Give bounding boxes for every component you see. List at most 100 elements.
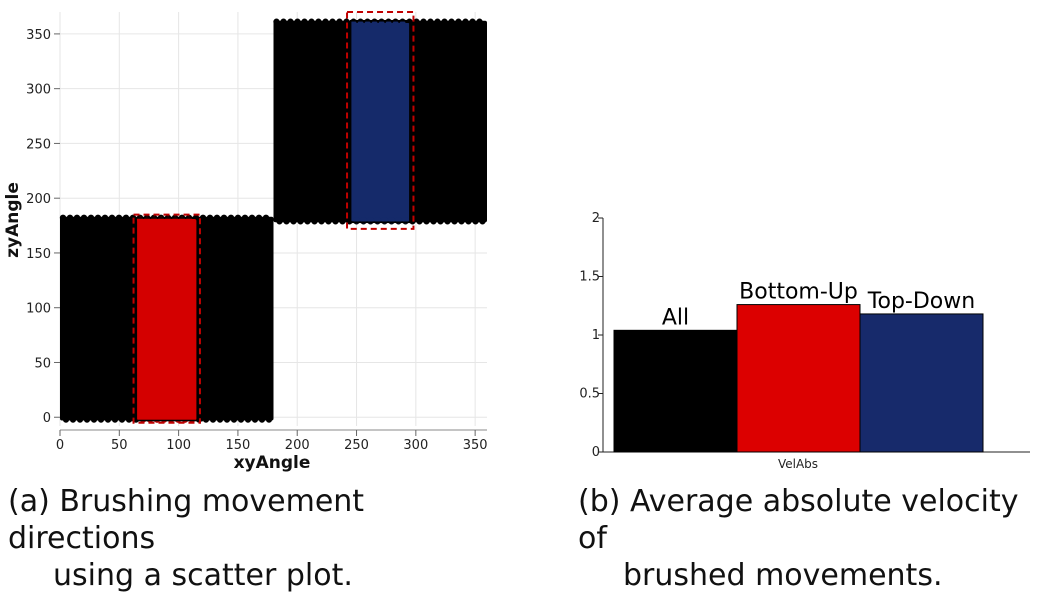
bar-label-top-down: Top-Down xyxy=(867,289,975,314)
bar-chart: 0 0.5 1 1.5 2 All Bottom-Up Top-Down VelAbs xyxy=(579,211,1030,471)
scatter-point xyxy=(90,416,98,423)
scatter-point xyxy=(311,218,318,225)
scatter-point xyxy=(111,416,119,423)
scatter-point xyxy=(301,18,308,25)
bar-top-down xyxy=(859,313,984,453)
scatter-region-4 xyxy=(350,20,410,224)
brush-box-3 xyxy=(349,19,411,224)
scatter-point xyxy=(465,218,472,225)
scatter-point xyxy=(416,218,423,225)
scatter-x-tick-label: 150 xyxy=(226,438,251,453)
scatter-x-axis-label: xyAngle xyxy=(234,453,311,473)
brush-box-2 xyxy=(132,213,201,424)
scatter-point xyxy=(244,416,252,423)
bar-bottom-up xyxy=(736,304,861,453)
scatter-point xyxy=(69,416,77,423)
scatter-point xyxy=(325,218,332,225)
scatter-point xyxy=(213,214,221,222)
caption-a-line2: using a scatter plot. xyxy=(53,558,353,593)
scatter-y-tick-label: 200 xyxy=(26,192,51,207)
scatter-x-tick-label: 350 xyxy=(463,438,488,453)
scatter-point xyxy=(469,18,476,25)
scatter-point xyxy=(73,214,81,222)
scatter-point xyxy=(66,214,74,222)
scatter-point xyxy=(62,416,70,423)
scatter-point xyxy=(430,218,437,225)
scatter-point xyxy=(413,18,420,25)
scatter-point xyxy=(329,18,336,25)
scatter-point xyxy=(437,218,444,225)
scatter-point xyxy=(399,20,406,28)
scatter-axes: 0 50 100 150 200 250 300 350 0 50 100 150 200 250 300 3… xyxy=(26,28,487,453)
scatter-point xyxy=(230,416,238,423)
scatter-point xyxy=(216,416,224,423)
scatter-point xyxy=(262,214,270,222)
scatter-point xyxy=(209,416,217,423)
scatter-point xyxy=(234,214,242,222)
scatter-point xyxy=(108,214,116,222)
scatter-point xyxy=(479,218,486,225)
scatter-point xyxy=(241,214,249,222)
caption-a-line1: (a) Brushing movement directions xyxy=(8,484,365,556)
scatter-point xyxy=(448,18,455,25)
scatter-point xyxy=(83,416,91,423)
caption-b-line1: (b) Average absolute velocity of xyxy=(578,484,1019,556)
bar-y-tick-label: 1.5 xyxy=(579,270,600,285)
scatter-point xyxy=(59,214,67,222)
scatter-point xyxy=(202,416,210,423)
scatter-point xyxy=(427,18,434,25)
scatter-point xyxy=(444,218,451,225)
bar-label-all: All xyxy=(662,305,689,330)
scatter-region-4-body xyxy=(350,22,410,222)
scatter-point xyxy=(462,18,469,25)
scatter-point xyxy=(237,416,245,423)
scatter-point xyxy=(290,218,297,225)
scatter-point xyxy=(434,18,441,25)
scatter-point xyxy=(476,18,483,25)
scatter-marks xyxy=(59,11,487,424)
scatter-point xyxy=(308,18,315,25)
scatter-point xyxy=(87,214,95,222)
scatter-point xyxy=(115,214,123,222)
scatter-y-tick-label: 350 xyxy=(26,28,51,43)
scatter-point xyxy=(385,20,392,28)
scatter-point xyxy=(304,218,311,225)
scatter-point xyxy=(265,416,273,423)
scatter-point xyxy=(206,214,214,222)
scatter-point xyxy=(251,416,259,423)
scatter-region-3 xyxy=(136,216,197,423)
scatter-point xyxy=(297,218,304,225)
scatter-point xyxy=(318,218,325,225)
scatter-x-tick-label: 200 xyxy=(285,438,310,453)
scatter-point xyxy=(273,18,280,25)
scatter-point xyxy=(248,214,256,222)
bar-y-tick-label: 2 xyxy=(592,211,600,226)
scatter-x-tick-label: 50 xyxy=(111,438,128,453)
caption-b-line2: brushed movements. xyxy=(623,558,943,593)
scatter-point xyxy=(322,18,329,25)
scatter-point xyxy=(423,218,430,225)
scatter-point xyxy=(227,214,235,222)
scatter-y-tick-label: 250 xyxy=(26,137,51,152)
bar-y-tick-label: 0 xyxy=(592,445,600,460)
brush-box-4 xyxy=(346,11,415,230)
scatter-point xyxy=(451,218,458,225)
scatter-point xyxy=(392,20,399,28)
scatter-point xyxy=(80,214,88,222)
scatter-point xyxy=(315,18,322,25)
scatter-y-tick-label: 150 xyxy=(26,247,51,262)
scatter-x-tick-label: 0 xyxy=(56,438,64,453)
figure: 0 50 100 150 200 250 300 350 0 50 100 150 200 250 300 3… xyxy=(3,11,1030,473)
scatter-point xyxy=(287,18,294,25)
scatter-point xyxy=(458,218,465,225)
scatter-y-tick-label: 300 xyxy=(26,83,51,98)
scatter-y-tick-label: 100 xyxy=(26,302,51,317)
scatter-point xyxy=(357,20,364,28)
bar-label-bottom-up: Bottom-Up xyxy=(739,280,858,305)
scatter-point xyxy=(101,214,109,222)
scatter-point xyxy=(294,18,301,25)
scatter-point xyxy=(343,18,350,25)
scatter-point xyxy=(104,416,112,423)
scatter-point xyxy=(118,416,126,423)
scatter-point xyxy=(371,20,378,28)
